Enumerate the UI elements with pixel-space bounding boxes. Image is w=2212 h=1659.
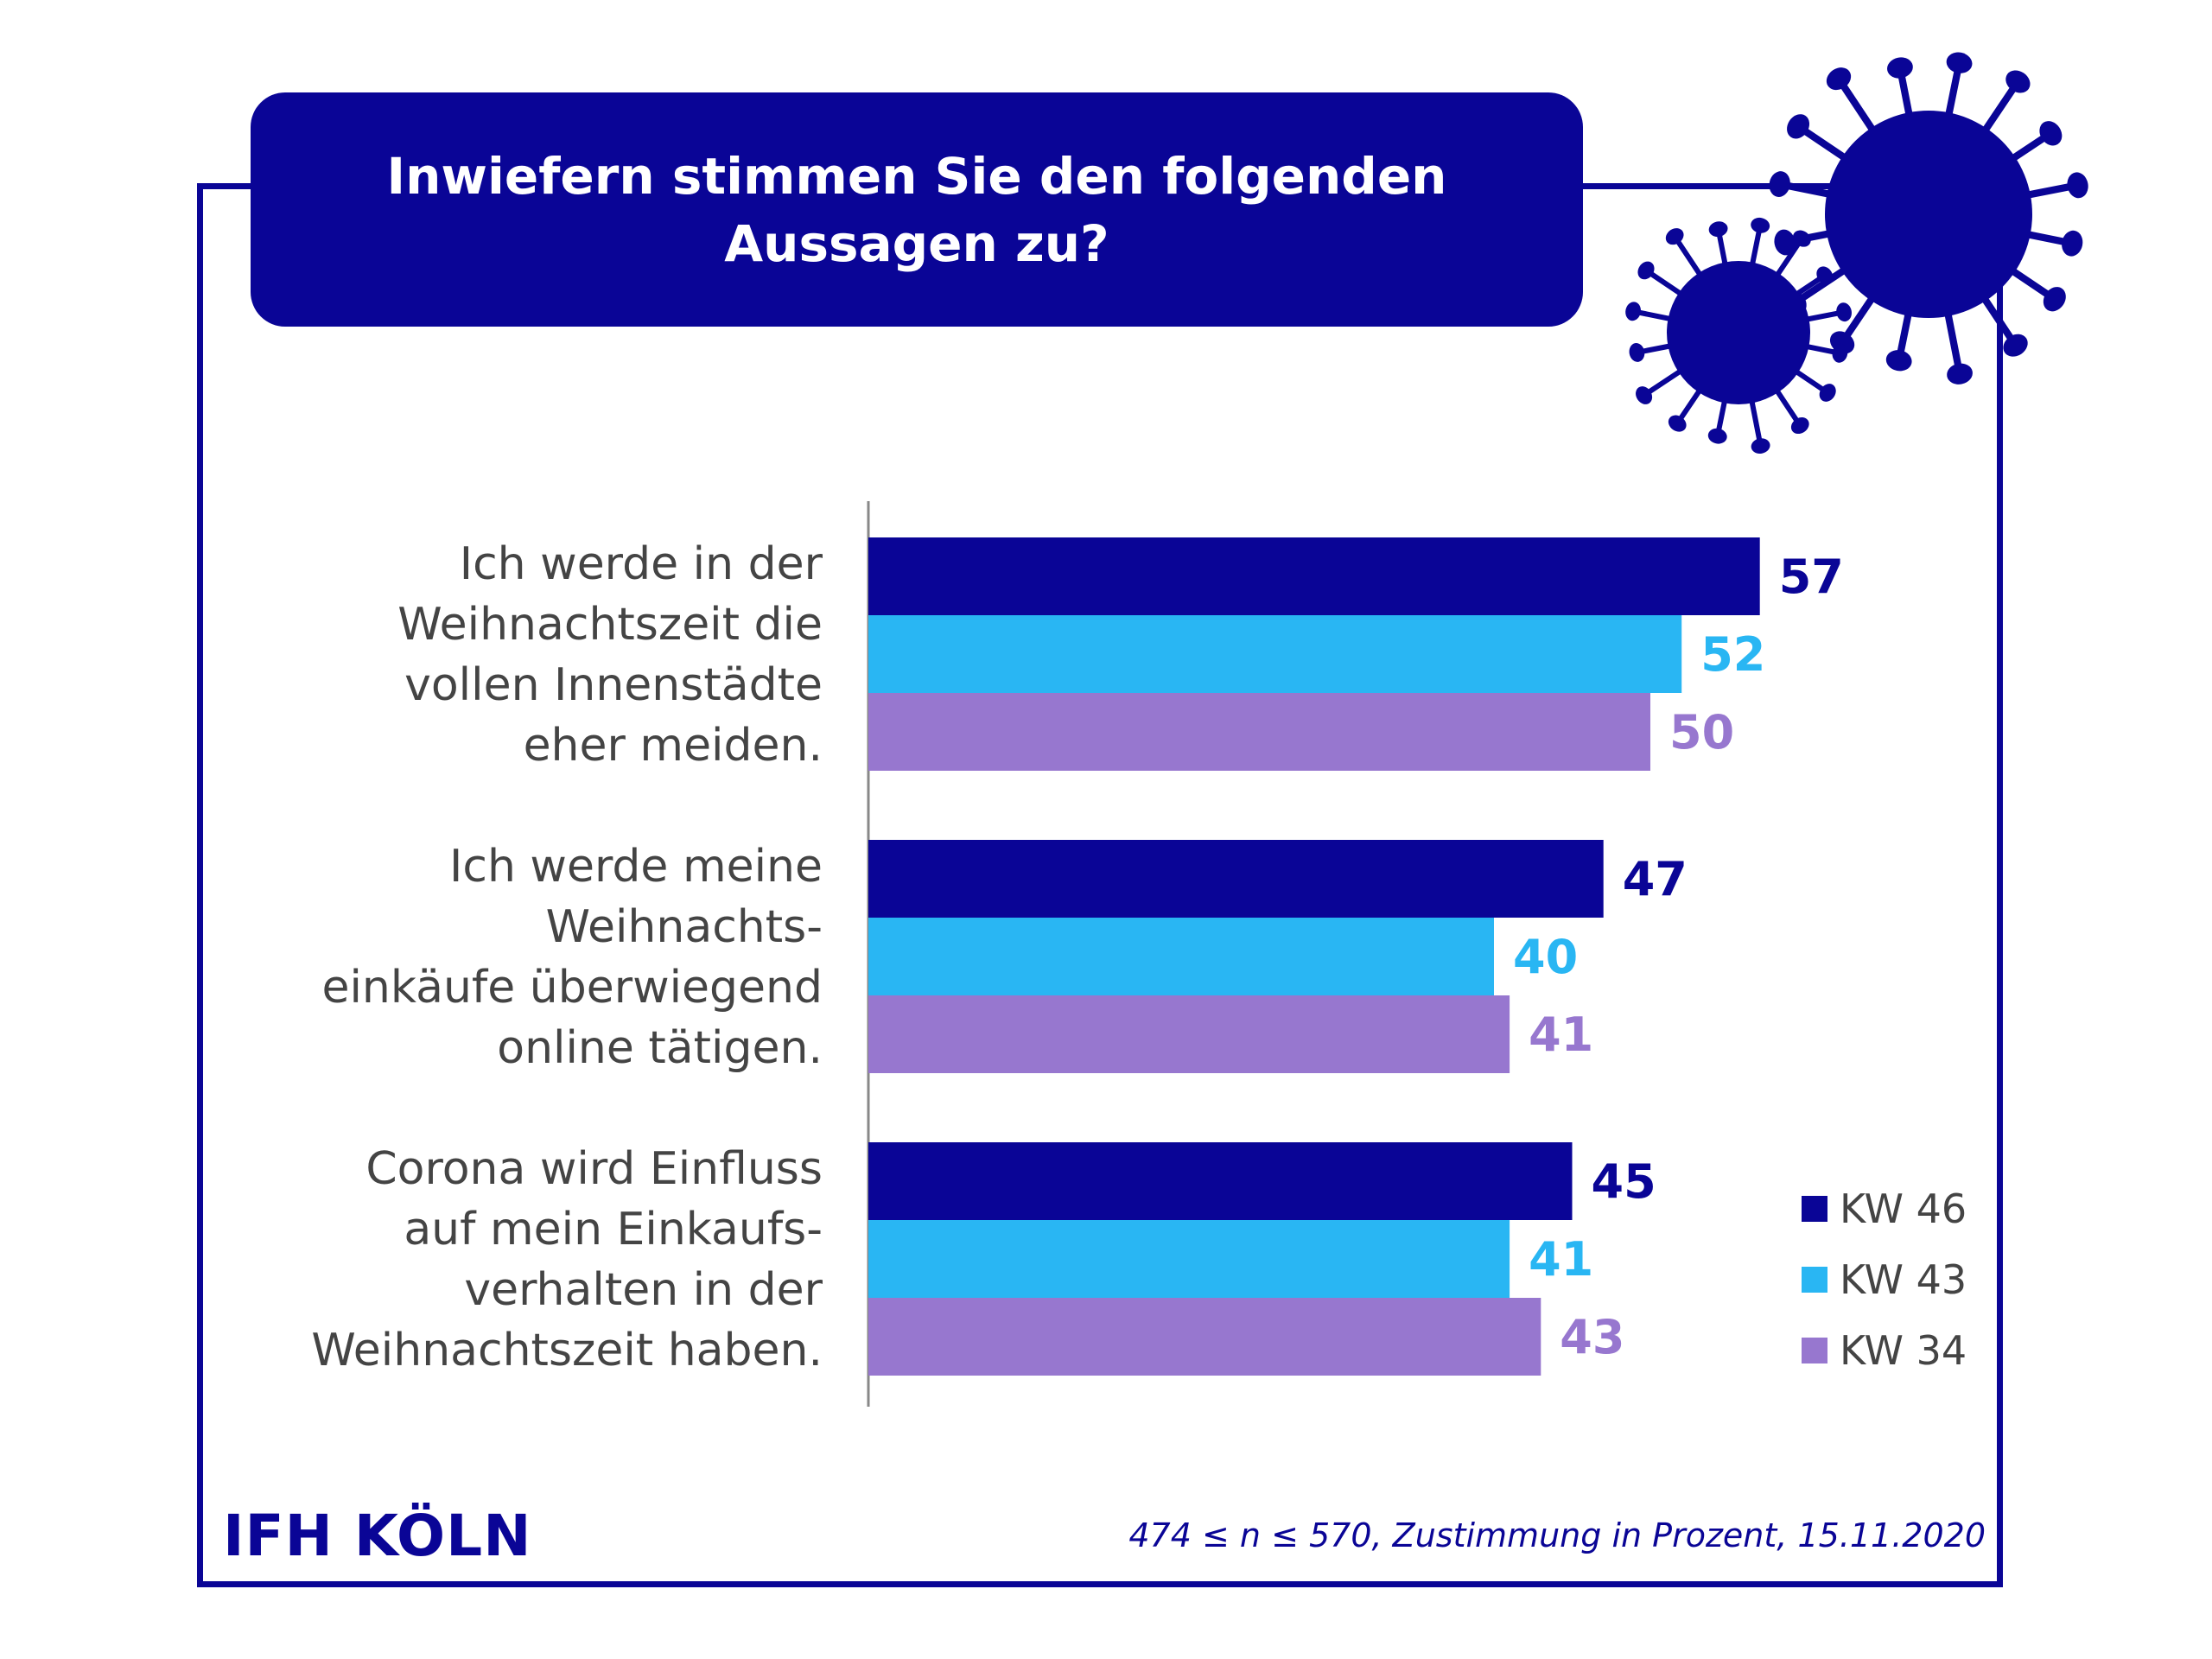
category-label: Corona wird Einfluss auf mein Einkaufs-ve…: [311, 1143, 823, 1376]
legend-swatch: [1802, 1196, 1827, 1222]
data-label: 52: [1700, 627, 1765, 682]
title-banner: Inwiefern stimmen Sie den folgenden Auss…: [251, 92, 1583, 327]
bar: [868, 537, 1760, 615]
bar: [868, 1220, 1510, 1298]
category-label: Ich werde in der Weihnachtszeit die vollen…: [397, 538, 823, 772]
legend-label: KW 43: [1840, 1256, 1967, 1303]
chart-title: Inwiefern stimmen Sie den folgenden Auss…: [386, 146, 1447, 273]
bar: [868, 995, 1510, 1073]
footnote: 474 ≤ n ≤ 570, Zustimmung in Prozent, 15…: [1128, 1516, 1986, 1554]
category-label: Ich werde meine Weihnachts-einkäufe überw…: [321, 841, 823, 1074]
data-label: 47: [1623, 852, 1688, 906]
legend-swatch: [1802, 1338, 1827, 1363]
legend-label: KW 46: [1840, 1185, 1967, 1232]
bar: [868, 1298, 1541, 1376]
legend-label: KW 34: [1840, 1327, 1967, 1374]
data-label: 43: [1560, 1310, 1624, 1364]
bar: [868, 615, 1682, 693]
bar: [868, 1142, 1573, 1220]
data-label: 41: [1529, 1232, 1593, 1287]
brand-logo: IFH KÖLN: [223, 1503, 532, 1569]
data-label: 57: [1779, 550, 1844, 604]
data-label: 45: [1592, 1154, 1656, 1209]
legend-swatch: [1802, 1267, 1827, 1293]
data-label: 40: [1513, 930, 1578, 984]
data-label: 41: [1529, 1007, 1593, 1062]
bar: [868, 693, 1650, 771]
data-label: 50: [1669, 705, 1734, 760]
bar: [868, 840, 1604, 918]
bar: [868, 918, 1494, 995]
